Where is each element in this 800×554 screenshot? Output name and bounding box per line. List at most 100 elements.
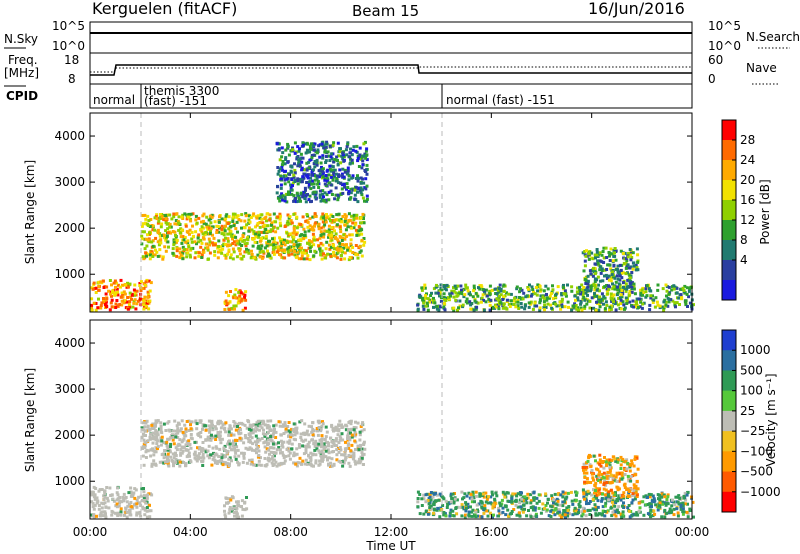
data-cell	[320, 449, 324, 453]
data-cell	[362, 237, 366, 240]
data-cell	[416, 505, 420, 509]
data-cell	[463, 515, 467, 519]
data-cell	[297, 257, 301, 261]
data-cell	[154, 446, 158, 450]
data-cell	[90, 513, 93, 517]
data-cell	[460, 514, 464, 518]
data-cell	[124, 506, 128, 510]
data-cell	[641, 302, 645, 306]
data-cell	[176, 219, 180, 223]
data-cell	[622, 491, 626, 495]
data-cell	[319, 253, 323, 257]
data-cell	[361, 212, 365, 216]
data-cell	[550, 306, 554, 310]
data-cell	[257, 233, 261, 237]
data-cell	[226, 239, 230, 243]
data-cell	[595, 493, 599, 497]
data-cell	[220, 217, 224, 221]
data-cell	[612, 300, 615, 304]
data-cell	[204, 438, 208, 442]
data-cell	[617, 271, 621, 275]
data-cell	[280, 146, 284, 150]
data-cell	[313, 215, 317, 218]
data-cell	[116, 493, 120, 497]
data-cell	[443, 287, 447, 291]
data-cell	[350, 427, 354, 431]
data-cell	[329, 234, 333, 238]
data-cell	[335, 448, 339, 452]
data-cell	[574, 493, 578, 497]
data-cell	[144, 280, 148, 284]
data-cell	[307, 239, 311, 243]
data-cell	[591, 274, 595, 278]
data-cell	[472, 287, 476, 291]
data-cell	[525, 514, 529, 518]
data-cell	[245, 247, 248, 251]
data-cell	[474, 510, 478, 514]
data-cell	[97, 288, 101, 292]
x-tick-label: 08:00	[273, 525, 308, 539]
x-tick-label: 00:00	[73, 525, 108, 539]
data-cell	[310, 170, 314, 174]
data-cell	[139, 280, 143, 284]
data-cell	[285, 231, 289, 235]
data-cell	[264, 432, 268, 436]
data-cell	[586, 459, 590, 463]
data-cell	[218, 215, 221, 219]
data-cell	[289, 435, 293, 439]
data-cell	[110, 513, 114, 517]
data-cell	[128, 304, 132, 308]
data-cell	[346, 248, 350, 252]
data-cell	[215, 228, 219, 232]
data-cell	[292, 422, 296, 426]
data-cell	[318, 236, 322, 240]
data-cell	[300, 177, 304, 181]
data-cell	[256, 214, 260, 218]
data-cell	[159, 430, 163, 434]
data-cell	[420, 497, 424, 501]
data-cell	[493, 501, 497, 505]
data-cell	[484, 491, 488, 495]
data-cell	[688, 301, 692, 305]
data-cell	[596, 505, 600, 509]
data-cell	[434, 285, 438, 289]
data-cell	[261, 420, 265, 424]
data-cell	[449, 508, 453, 512]
data-cell	[545, 508, 549, 512]
data-cell	[235, 500, 238, 504]
data-cell	[302, 190, 306, 194]
data-cell	[264, 236, 268, 240]
data-cell	[487, 495, 491, 499]
data-cell	[303, 186, 307, 190]
data-cell	[338, 419, 342, 423]
data-cell	[142, 487, 145, 490]
data-cell	[611, 491, 615, 495]
data-cell	[584, 492, 588, 496]
data-cell	[267, 425, 271, 429]
data-cell	[250, 458, 254, 462]
data-cell	[346, 143, 350, 147]
data-cell	[536, 283, 540, 287]
data-cell	[323, 229, 327, 233]
data-cell	[214, 438, 218, 441]
data-cell	[129, 490, 133, 494]
data-cell	[310, 147, 314, 151]
data-cell	[502, 289, 506, 293]
data-cell	[346, 437, 349, 440]
data-cell	[664, 503, 668, 507]
data-cell	[293, 180, 297, 183]
data-cell	[599, 279, 602, 283]
data-cell	[625, 259, 629, 262]
data-cell	[684, 299, 688, 303]
data-cell	[537, 506, 541, 510]
data-cell	[286, 250, 290, 254]
data-cell	[318, 155, 322, 159]
data-cell	[299, 432, 303, 436]
data-cell	[347, 436, 351, 440]
data-cell	[308, 144, 312, 148]
data-cell	[595, 248, 599, 251]
data-cell	[480, 296, 484, 300]
data-cell	[416, 303, 420, 307]
data-cell	[254, 429, 258, 433]
